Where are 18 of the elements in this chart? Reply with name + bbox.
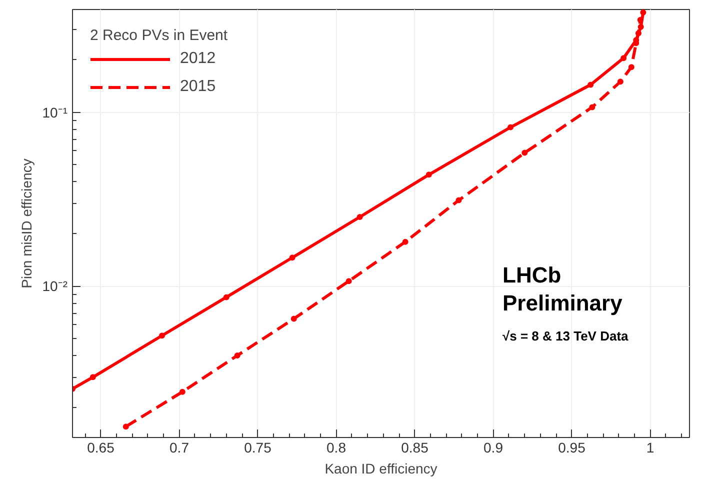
x-tick-label: 0.95	[558, 440, 586, 456]
x-tick-label: 0.65	[87, 440, 115, 456]
annotation: LHCb	[502, 262, 562, 288]
x-axis-title: Kaon ID efficiency	[324, 460, 438, 476]
x-tick-label: 0.9	[484, 440, 504, 456]
y-tick-label: 10⁻¹	[42, 104, 68, 120]
legend-label: 2012	[180, 50, 216, 68]
legend-title: 2 Reco PVs in Event	[90, 27, 228, 44]
x-tick-label: 0.85	[401, 440, 429, 456]
x-tick-label: 0.8	[326, 440, 346, 456]
annotation: √s = 8 & 13 TeV Data	[502, 328, 630, 344]
y-tick-label: 10⁻²	[42, 278, 68, 294]
x-tick-label: 0.7	[170, 440, 190, 456]
x-tick-label: 0.75	[244, 440, 272, 456]
x-tick-label: 1	[646, 440, 654, 456]
y-axis-title: Pion misID efficiency	[18, 158, 34, 288]
annotation: Preliminary	[502, 290, 624, 316]
legend-label: 2015	[180, 78, 216, 96]
